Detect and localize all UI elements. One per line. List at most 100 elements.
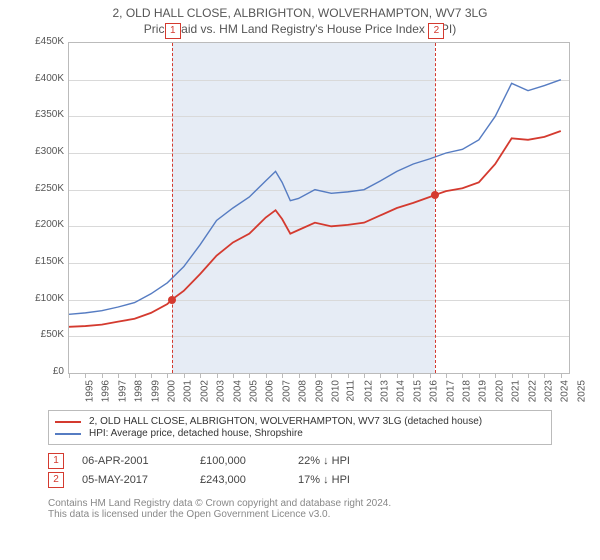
y-axis-label: £0 — [20, 366, 64, 377]
x-tick — [249, 373, 250, 378]
x-axis-label: 2005 — [248, 380, 259, 402]
callout-price: £243,000 — [200, 474, 280, 486]
x-tick — [184, 373, 185, 378]
legend-swatch — [55, 433, 81, 435]
x-tick — [380, 373, 381, 378]
x-axis-label: 2008 — [297, 380, 308, 402]
x-axis-label: 1997 — [117, 380, 128, 402]
x-axis-label: 2000 — [166, 380, 177, 402]
x-tick — [135, 373, 136, 378]
x-axis-label: 2024 — [560, 380, 571, 402]
x-tick — [217, 373, 218, 378]
x-tick — [446, 373, 447, 378]
x-axis-label: 2012 — [363, 380, 374, 402]
x-axis-label: 2021 — [510, 380, 521, 402]
callout-marker-box: 2 — [428, 23, 444, 39]
x-axis-label: 2017 — [445, 380, 456, 402]
x-tick — [413, 373, 414, 378]
y-axis-label: £100K — [20, 293, 64, 304]
x-axis-label: 2010 — [330, 380, 341, 402]
y-axis-label: £400K — [20, 73, 64, 84]
y-axis-label: £250K — [20, 183, 64, 194]
legend-label: 2, OLD HALL CLOSE, ALBRIGHTON, WOLVERHAM… — [89, 416, 482, 427]
x-tick — [151, 373, 152, 378]
x-tick — [528, 373, 529, 378]
x-tick — [430, 373, 431, 378]
x-tick — [167, 373, 168, 378]
x-axis-label: 2004 — [232, 380, 243, 402]
y-axis-label: £200K — [20, 219, 64, 230]
y-axis-label: £350K — [20, 109, 64, 120]
legend: 2, OLD HALL CLOSE, ALBRIGHTON, WOLVERHAM… — [48, 410, 552, 445]
y-axis-label: £150K — [20, 256, 64, 267]
x-axis-label: 2007 — [281, 380, 292, 402]
callout-vline — [435, 43, 436, 373]
series-hpi — [69, 80, 561, 315]
callout-diff: 17% ↓ HPI — [298, 474, 350, 486]
x-tick — [299, 373, 300, 378]
x-tick — [544, 373, 545, 378]
chart: 12 £0£50K£100K£150K£200K£250K£300K£350K£… — [20, 42, 580, 402]
x-tick — [348, 373, 349, 378]
footer-line-1: Contains HM Land Registry data © Crown c… — [48, 498, 552, 509]
x-tick — [282, 373, 283, 378]
x-axis-label: 2022 — [527, 380, 538, 402]
title-line-1: 2, OLD HALL CLOSE, ALBRIGHTON, WOLVERHAM… — [0, 6, 600, 20]
x-axis-label: 2013 — [379, 380, 390, 402]
x-axis-label: 2002 — [199, 380, 210, 402]
x-axis-label: 2025 — [576, 380, 587, 402]
y-axis-label: £50K — [20, 329, 64, 340]
x-tick — [462, 373, 463, 378]
x-axis-label: 1996 — [101, 380, 112, 402]
x-tick — [69, 373, 70, 378]
callout-id-box: 2 — [48, 472, 64, 488]
x-tick — [512, 373, 513, 378]
x-axis-label: 1998 — [133, 380, 144, 402]
footer-line-2: This data is licensed under the Open Gov… — [48, 509, 552, 520]
x-axis-label: 2018 — [461, 380, 472, 402]
y-axis-label: £450K — [20, 36, 64, 47]
x-tick — [364, 373, 365, 378]
x-axis-label: 2006 — [265, 380, 276, 402]
x-tick — [102, 373, 103, 378]
data-marker — [431, 191, 439, 199]
x-axis-label: 2023 — [543, 380, 554, 402]
callout-date: 05-MAY-2017 — [82, 474, 182, 486]
x-axis-label: 2019 — [478, 380, 489, 402]
legend-row: HPI: Average price, detached house, Shro… — [55, 428, 545, 439]
chart-titles: 2, OLD HALL CLOSE, ALBRIGHTON, WOLVERHAM… — [0, 0, 600, 36]
callout-id-box: 1 — [48, 453, 64, 469]
x-tick — [200, 373, 201, 378]
legend-swatch — [55, 421, 81, 423]
callout-table-row: 2 05-MAY-2017 £243,000 17% ↓ HPI — [48, 472, 552, 488]
x-tick — [479, 373, 480, 378]
callout-vline — [172, 43, 173, 373]
data-marker — [168, 296, 176, 304]
x-axis-label: 2015 — [412, 380, 423, 402]
x-axis-label: 1995 — [84, 380, 95, 402]
x-tick — [118, 373, 119, 378]
title-line-2: Price paid vs. HM Land Registry's House … — [0, 22, 600, 36]
legend-label: HPI: Average price, detached house, Shro… — [89, 428, 303, 439]
plot-area: 12 — [68, 42, 570, 374]
x-axis-label: 2009 — [314, 380, 325, 402]
x-axis-label: 2014 — [396, 380, 407, 402]
x-axis-label: 2016 — [429, 380, 440, 402]
x-axis-label: 1999 — [150, 380, 161, 402]
x-axis-label: 2001 — [183, 380, 194, 402]
callout-diff: 22% ↓ HPI — [298, 455, 350, 467]
x-tick — [331, 373, 332, 378]
x-tick — [397, 373, 398, 378]
x-axis-label: 2011 — [346, 380, 357, 402]
callout-price: £100,000 — [200, 455, 280, 467]
chart-lines — [69, 43, 569, 373]
callout-table-row: 106-APR-2001£100,00022% ↓ HPI — [48, 453, 552, 469]
x-tick — [495, 373, 496, 378]
callout-marker-box: 1 — [165, 23, 181, 39]
x-tick — [85, 373, 86, 378]
x-tick — [315, 373, 316, 378]
x-axis-label: 2003 — [215, 380, 226, 402]
x-tick — [233, 373, 234, 378]
x-tick — [266, 373, 267, 378]
x-tick — [561, 373, 562, 378]
